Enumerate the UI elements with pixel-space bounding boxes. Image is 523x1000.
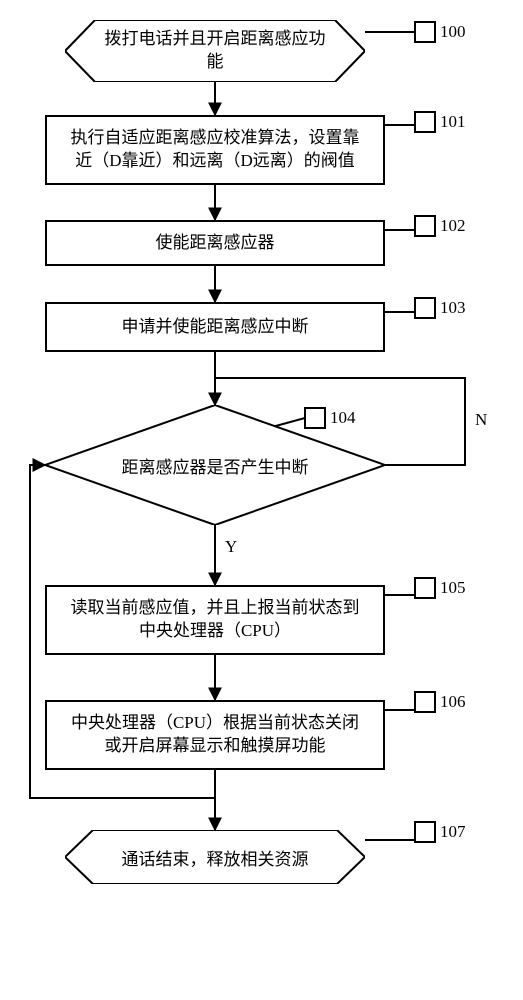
node-102: 使能距离感应器: [45, 220, 385, 266]
node-106: 中央处理器（CPU）根据当前状态关闭 或开启屏幕显示和触摸屏功能: [45, 700, 385, 770]
branch-no: N: [475, 410, 487, 430]
node-107: 通话结束，释放相关资源: [65, 830, 365, 884]
ref-106: 106: [440, 692, 466, 712]
ref-101: 101: [440, 112, 466, 132]
node-103: 申请并使能距离感应中断: [45, 302, 385, 352]
ref-100: 100: [440, 22, 466, 42]
ref-105: 105: [440, 578, 466, 598]
ref-102: 102: [440, 216, 466, 236]
node-105: 读取当前感应值，并且上报当前状态到 中央处理器（CPU）: [45, 585, 385, 655]
ref-104: 104: [330, 408, 356, 428]
ref-103: 103: [440, 298, 466, 318]
node-100: 拨打电话并且开启距离感应功 能: [65, 20, 365, 82]
branch-yes: Y: [225, 537, 237, 557]
ref-107: 107: [440, 822, 466, 842]
node-100-text: 拨打电话并且开启距离感应功 能: [65, 20, 365, 82]
node-107-text: 通话结束，释放相关资源: [65, 830, 365, 884]
flowchart-container: 拨打电话并且开启距离感应功 能 执行自适应距离感应校准算法，设置靠 近（D靠近）…: [20, 20, 503, 980]
node-101: 执行自适应距离感应校准算法，设置靠 近（D靠近）和远离（D远离）的阀值: [45, 115, 385, 185]
